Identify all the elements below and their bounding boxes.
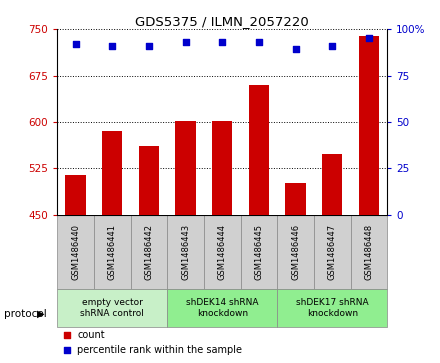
FancyBboxPatch shape: [57, 215, 94, 289]
Text: ▶: ▶: [37, 309, 45, 319]
FancyBboxPatch shape: [167, 289, 277, 327]
Bar: [139, 146, 159, 215]
Point: [365, 36, 372, 41]
Point: [255, 39, 262, 45]
Point: [219, 39, 226, 45]
FancyBboxPatch shape: [57, 289, 167, 327]
Text: empty vector
shRNA control: empty vector shRNA control: [80, 298, 144, 318]
Point: [292, 46, 299, 52]
Text: GSM1486445: GSM1486445: [254, 224, 264, 280]
FancyBboxPatch shape: [131, 215, 167, 289]
FancyBboxPatch shape: [241, 215, 277, 289]
FancyBboxPatch shape: [277, 215, 314, 289]
Point: [64, 348, 71, 354]
Text: GSM1486446: GSM1486446: [291, 224, 300, 280]
Bar: [249, 85, 269, 215]
Text: GSM1486448: GSM1486448: [364, 224, 374, 280]
Text: count: count: [77, 330, 105, 340]
Title: GDS5375 / ILMN_2057220: GDS5375 / ILMN_2057220: [136, 15, 309, 28]
Text: GSM1486447: GSM1486447: [328, 224, 337, 280]
FancyBboxPatch shape: [351, 215, 387, 289]
Text: GSM1486441: GSM1486441: [108, 224, 117, 280]
Bar: [212, 121, 232, 215]
Point: [72, 41, 79, 47]
FancyBboxPatch shape: [277, 289, 387, 327]
Bar: [102, 131, 122, 215]
Bar: [66, 175, 86, 215]
Text: GSM1486444: GSM1486444: [218, 224, 227, 280]
Text: percentile rank within the sample: percentile rank within the sample: [77, 346, 242, 355]
Point: [64, 332, 71, 338]
Point: [109, 43, 116, 49]
Text: GSM1486443: GSM1486443: [181, 224, 190, 280]
Text: GSM1486440: GSM1486440: [71, 224, 80, 280]
FancyBboxPatch shape: [167, 215, 204, 289]
FancyBboxPatch shape: [94, 215, 131, 289]
Bar: [359, 36, 379, 215]
FancyBboxPatch shape: [204, 215, 241, 289]
Text: GSM1486442: GSM1486442: [144, 224, 154, 280]
Point: [145, 43, 152, 49]
Bar: [176, 121, 196, 215]
Point: [329, 43, 336, 49]
Bar: [286, 183, 306, 215]
Point: [182, 39, 189, 45]
Text: shDEK14 shRNA
knockdown: shDEK14 shRNA knockdown: [186, 298, 258, 318]
Text: shDEK17 shRNA
knockdown: shDEK17 shRNA knockdown: [296, 298, 369, 318]
Text: protocol: protocol: [4, 309, 47, 319]
Bar: [322, 154, 342, 215]
FancyBboxPatch shape: [314, 215, 351, 289]
